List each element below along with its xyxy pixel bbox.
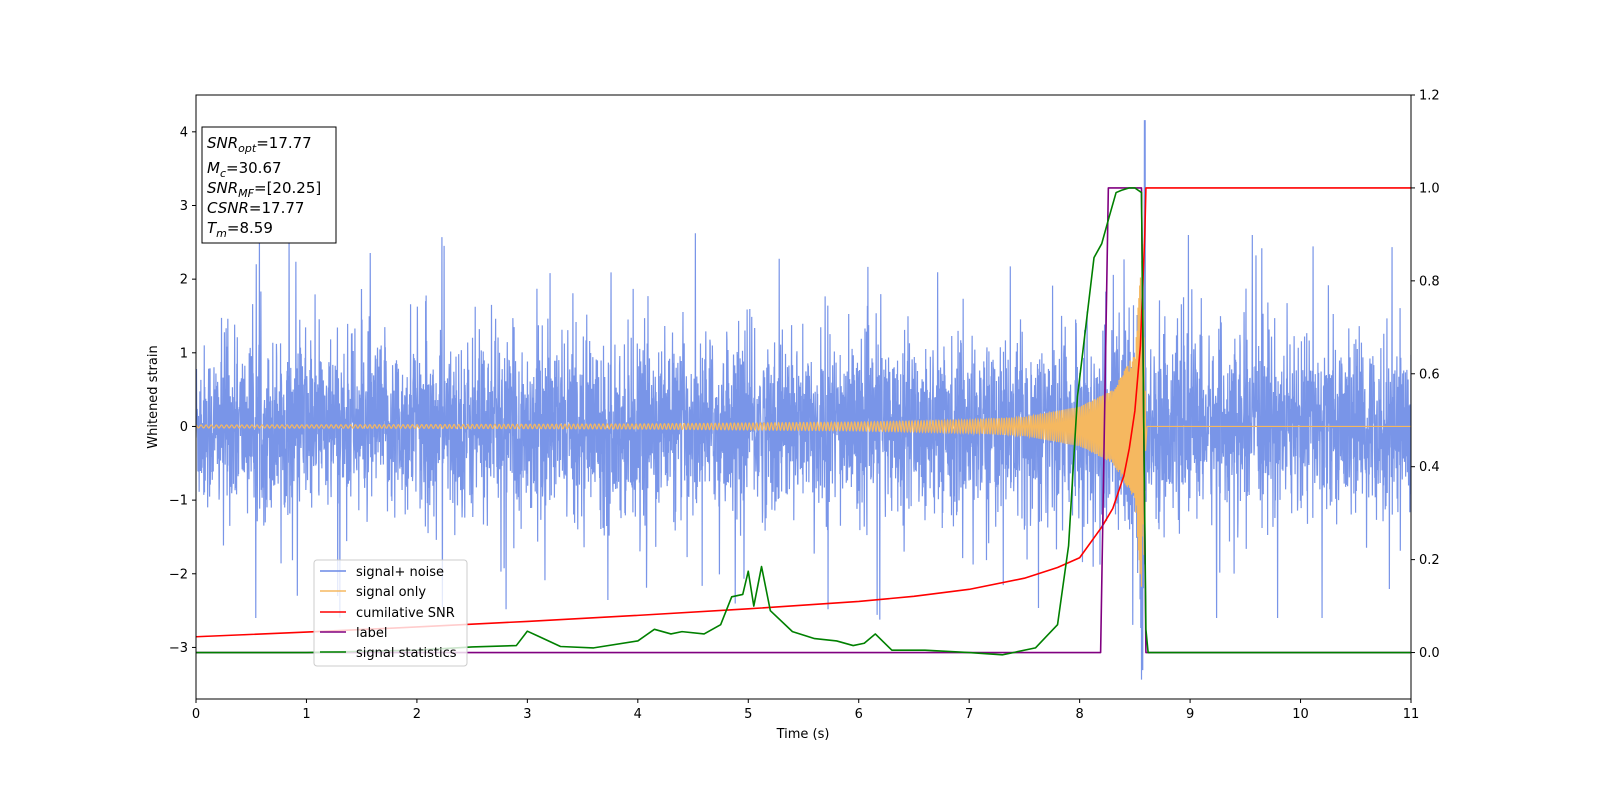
y-left-tick-label: 4 [180,125,188,140]
y-left-tick-label: 0 [180,420,188,435]
info-tm: Tm=8.59 [207,219,273,240]
plot-frame [195,94,1412,700]
series-cumulative-snr [196,187,1411,638]
ticks-layer: 0 1 2 3 4 5 6 7 8 9 10 11 −3 −2 −1 0 1 2 3 4 0.0 0.2 0.4 0.6 0.8… [169,89,1440,723]
legend-label-signal-noise: signal+ noise [356,565,444,580]
x-tick-label: 6 [855,707,863,722]
y-left-tick-label: −2 [169,567,188,582]
y-left-tick-label: 3 [180,199,188,214]
legend-label-label: label [356,626,387,641]
info-snr-mf-value: =[20.25] [254,179,321,197]
x-tick-label: 2 [413,707,421,722]
info-tm-value: =8.59 [227,219,273,237]
y-right-tick-label: 0.0 [1419,646,1440,661]
y-right-tick-label: 0.6 [1419,367,1440,382]
x-tick-label: 11 [1403,707,1420,722]
info-snr-mf-sub: MF [238,187,254,200]
x-tick-label: 1 [302,707,310,722]
info-tm-sub: m [216,227,227,240]
series-signal-noise [196,120,1411,680]
info-mc-base: M [207,159,220,177]
series-layer [196,120,1411,680]
y-left-tick-label: −1 [169,494,188,509]
y-left-tick-label: 2 [180,273,188,288]
info-csnr-base: CSNR [207,199,249,217]
info-csnr: CSNR=17.77 [207,199,304,217]
y-right-tick-label: 0.4 [1419,460,1440,475]
info-snr-opt-base: SNR [207,134,238,152]
info-mc: Mc=30.67 [207,159,282,180]
x-tick-label: 8 [1075,707,1083,722]
x-tick-label: 4 [634,707,642,722]
info-snr-opt-value: =17.77 [256,134,312,152]
legend-frame [313,559,468,667]
series-label [196,187,1411,654]
info-snr-opt-sub: opt [238,142,257,155]
info-snr-opt: SNRopt=17.77 [207,134,312,155]
info-csnr-value: =17.77 [249,199,305,217]
x-tick-label: 5 [744,707,752,722]
legend-label-signal-only: signal only [356,585,426,600]
info-snr-mf-base: SNR [207,179,238,197]
info-mc-value: =30.67 [226,159,282,177]
series-signal-only [196,244,1411,587]
x-axis-label: Time (s) [776,727,830,742]
legend: signal+ noise signal only cumilative SNR… [313,559,468,667]
info-box-frame [201,126,337,244]
info-mc-sub: c [220,167,226,180]
y-right-tick-label: 1.2 [1419,89,1440,104]
info-tm-base: T [207,219,218,237]
x-tick-label: 9 [1186,707,1194,722]
series-signal-statistics [196,187,1411,656]
y-right-tick-label: 0.2 [1419,553,1440,568]
y-right-tick-label: 0.8 [1419,274,1440,289]
y-left-tick-label: 1 [180,346,188,361]
info-snr-mf: SNRMF=[20.25] [207,179,321,200]
y-right-tick-label: 1.0 [1419,181,1440,196]
legend-label-signal-statistics: signal statistics [356,646,457,661]
x-tick-label: 3 [523,707,531,722]
x-tick-label: 10 [1292,707,1309,722]
x-tick-label: 7 [965,707,973,722]
info-box: SNRopt=17.77 Mc=30.67 SNRMF=[20.25] CSNR… [201,126,337,244]
legend-label-cumulative-snr: cumilative SNR [356,606,455,621]
y-left-tick-label: −3 [169,641,188,656]
y-axis-label: Whitened strain [146,345,161,448]
x-tick-label: 0 [192,707,200,722]
